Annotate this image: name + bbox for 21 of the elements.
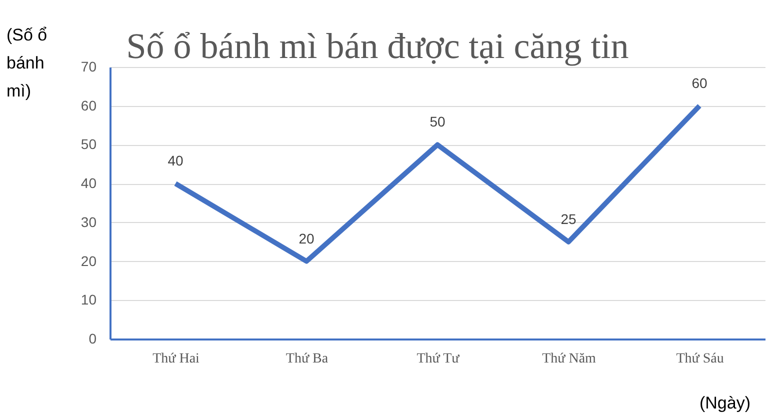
x-tick-label: Thứ Năm	[542, 352, 596, 366]
x-tick-label: Thứ Sáu	[676, 352, 724, 366]
y-tick-label: 30	[80, 214, 97, 230]
y-tick-label: 20	[80, 252, 97, 269]
y-tick-label: 50	[80, 136, 97, 152]
y-tick-label: 60	[80, 97, 97, 114]
y-axis-title: (Số ổ bánh mì)	[6, 26, 48, 100]
data-label: 25	[560, 210, 576, 227]
data-label: 40	[168, 152, 184, 169]
data-label: 60	[692, 74, 708, 91]
x-tick-label: Thứ Ba	[286, 352, 329, 366]
data-label: 20	[298, 230, 314, 246]
x-tick-label: Thứ Tư	[416, 352, 460, 366]
x-axis-title: (Ngày)	[699, 394, 750, 412]
chart-title: Số ổ bánh mì bán được tại căng tin	[126, 26, 629, 66]
y-tick-label: 70	[80, 58, 97, 74]
data-label: 50	[430, 114, 446, 130]
y-tick-label: 0	[88, 330, 97, 346]
x-tick-label: Thứ Hai	[152, 352, 200, 366]
y-tick-label: 40	[80, 175, 97, 192]
y-tick-label: 10	[80, 292, 97, 308]
